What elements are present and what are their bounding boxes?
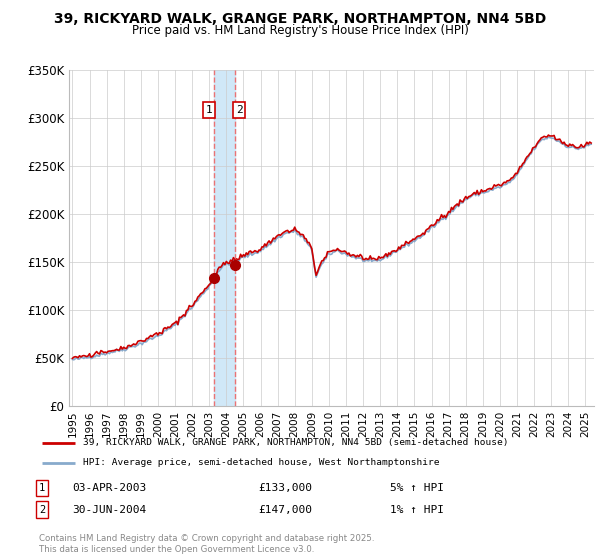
Text: 1: 1 <box>39 483 45 493</box>
Text: 03-APR-2003: 03-APR-2003 <box>72 483 146 493</box>
Text: 39, RICKYARD WALK, GRANGE PARK, NORTHAMPTON, NN4 5BD (semi-detached house): 39, RICKYARD WALK, GRANGE PARK, NORTHAMP… <box>83 438 508 447</box>
Text: £133,000: £133,000 <box>258 483 312 493</box>
Text: Price paid vs. HM Land Registry's House Price Index (HPI): Price paid vs. HM Land Registry's House … <box>131 24 469 36</box>
Text: 2: 2 <box>39 505 45 515</box>
Text: 1% ↑ HPI: 1% ↑ HPI <box>390 505 444 515</box>
Text: £147,000: £147,000 <box>258 505 312 515</box>
Text: 2: 2 <box>236 105 242 115</box>
Text: Contains HM Land Registry data © Crown copyright and database right 2025.
This d: Contains HM Land Registry data © Crown c… <box>39 534 374 554</box>
Text: HPI: Average price, semi-detached house, West Northamptonshire: HPI: Average price, semi-detached house,… <box>83 458 439 467</box>
Text: 1: 1 <box>206 105 212 115</box>
Bar <box>214 70 235 406</box>
Text: 39, RICKYARD WALK, GRANGE PARK, NORTHAMPTON, NN4 5BD: 39, RICKYARD WALK, GRANGE PARK, NORTHAMP… <box>54 12 546 26</box>
Text: 5% ↑ HPI: 5% ↑ HPI <box>390 483 444 493</box>
Text: 30-JUN-2004: 30-JUN-2004 <box>72 505 146 515</box>
